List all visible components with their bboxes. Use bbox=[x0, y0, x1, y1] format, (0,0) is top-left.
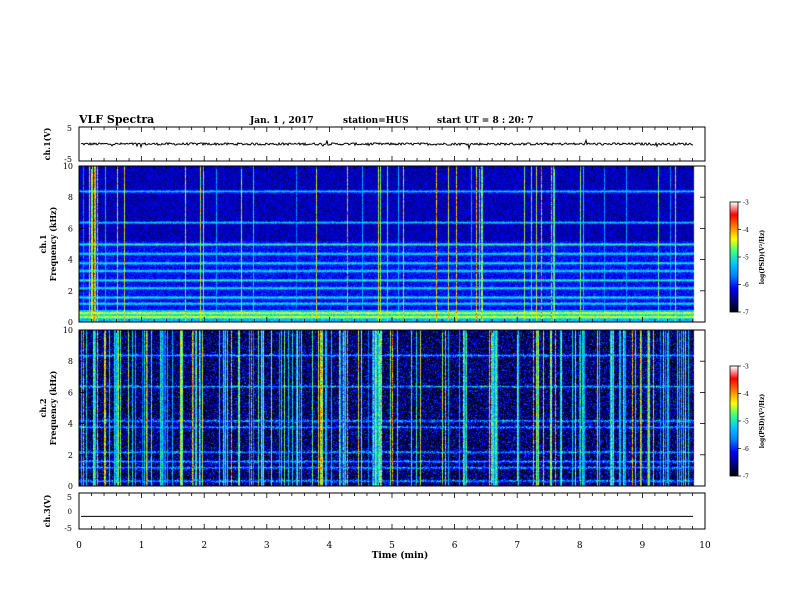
colorbar-tick-label: -5 bbox=[743, 419, 749, 426]
ch3-ytick-mid: 0 bbox=[68, 508, 72, 516]
ch3-ylabel: ch.3(V) bbox=[42, 494, 52, 527]
figure-title: VLF Spectra bbox=[78, 113, 154, 126]
time-tick-label: 4 bbox=[327, 541, 333, 551]
ch2-colorbar: -3 -4 -5 -6 -7 log(PSD)(V²/Hz) bbox=[729, 364, 766, 481]
colorbar-tick-label: -6 bbox=[743, 446, 749, 453]
time-axis-label: Time (min) bbox=[372, 550, 429, 561]
ch1-colorbar-image bbox=[730, 202, 738, 312]
station-label: station=HUS bbox=[343, 116, 409, 126]
colorbar-tick-label: -5 bbox=[743, 255, 749, 262]
frequency-tick-label: 8 bbox=[68, 193, 73, 202]
ch3-waveform-panel: 5 0 -5 ch.3(V) bbox=[42, 492, 706, 533]
start-time-label: start UT = 8 : 20: 7 bbox=[437, 116, 534, 126]
time-tick-label: 0 bbox=[76, 541, 82, 551]
time-axis: 0 1 2 3 4 5 6 7 8 9 10 bbox=[76, 127, 711, 551]
ch1-ylabel: ch.1(V) bbox=[42, 127, 52, 160]
frequency-tick-label: 0 bbox=[68, 482, 73, 491]
ch1-colorbar-label: log(PSD)(V²/Hz) bbox=[759, 230, 766, 285]
frequency-tick-label: 6 bbox=[68, 224, 73, 233]
colorbar-tick-label: -4 bbox=[743, 227, 749, 234]
colorbar-tick-label: -7 bbox=[743, 474, 749, 481]
ch1-ytick-bottom: -5 bbox=[64, 155, 72, 164]
time-tick-label: 6 bbox=[452, 541, 458, 551]
time-tick-label: 1 bbox=[139, 541, 145, 551]
ch1-colorbar: -3 -4 -5 -6 -7 log(PSD)(V²/Hz) bbox=[729, 200, 766, 317]
ch1-waveform-panel: 5 -5 ch.1(V) bbox=[42, 124, 706, 164]
frequency-tick-label: 10 bbox=[63, 326, 73, 335]
ch3-waveform-frame bbox=[78, 492, 706, 530]
time-tick-label: 8 bbox=[577, 541, 583, 551]
ch2-colorbar-ticks: -3 -4 -5 -6 -7 bbox=[738, 364, 749, 481]
colorbar-tick-label: -3 bbox=[743, 200, 749, 207]
frequency-tick-label: 4 bbox=[68, 420, 73, 429]
frequency-tick-label: 4 bbox=[68, 256, 73, 265]
ch1-spectrogram-ylabel-line2: Frequency (kHz) bbox=[48, 206, 58, 281]
colorbar-tick-label: -7 bbox=[743, 310, 749, 317]
frequency-tick-label: 6 bbox=[68, 388, 73, 397]
frequency-tick-label: 2 bbox=[68, 451, 73, 460]
time-tick-label: 3 bbox=[264, 541, 270, 551]
ch3-ytick-bottom: -5 bbox=[64, 524, 72, 533]
ch2-spectrogram-ylabel-line1: ch.2 bbox=[38, 398, 48, 417]
frequency-tick-label: 0 bbox=[68, 318, 73, 327]
frequency-tick-label: 10 bbox=[63, 162, 73, 171]
frequency-tick-label: 8 bbox=[68, 357, 73, 366]
ch1-waveform-trace bbox=[80, 138, 694, 151]
ch1-spectrogram-ylabel-line1: ch.1 bbox=[38, 234, 48, 253]
colorbar-tick-label: -4 bbox=[743, 391, 749, 398]
date-label: Jan. 1 , 2017 bbox=[249, 116, 314, 126]
ch2-spectrogram-panel: 0 2 4 6 8 10 ch.2 Frequency (kHz) bbox=[38, 326, 706, 491]
ch1-spectrogram-yticks: 0 2 4 6 8 10 bbox=[63, 162, 705, 327]
colorbar-tick-label: -3 bbox=[743, 364, 749, 371]
ch2-spectrogram-ylabel-line2: Frequency (kHz) bbox=[48, 370, 58, 445]
time-tick-label: 10 bbox=[699, 541, 711, 551]
ch3-ytick-top: 5 bbox=[67, 493, 72, 502]
frequency-tick-label: 2 bbox=[68, 287, 73, 296]
time-tick-label: 9 bbox=[640, 541, 646, 551]
time-tick-label: 2 bbox=[201, 541, 207, 551]
ch1-spectrogram-panel: 0 2 4 6 8 10 ch.1 Frequency (kHz) bbox=[38, 162, 706, 327]
time-tick-label: 5 bbox=[389, 541, 395, 551]
ch1-ytick-top: 5 bbox=[67, 124, 72, 133]
ch2-colorbar-label: log(PSD)(V²/Hz) bbox=[759, 394, 766, 449]
colorbar-tick-label: -6 bbox=[743, 282, 749, 289]
ch1-colorbar-ticks: -3 -4 -5 -6 -7 bbox=[738, 200, 749, 317]
ch1-spectrogram-image bbox=[79, 166, 705, 322]
time-tick-label: 7 bbox=[514, 541, 520, 551]
ch2-spectrogram-yticks: 0 2 4 6 8 10 bbox=[63, 326, 705, 491]
ch2-colorbar-image bbox=[730, 366, 738, 476]
ch2-spectrogram-image bbox=[79, 330, 705, 486]
